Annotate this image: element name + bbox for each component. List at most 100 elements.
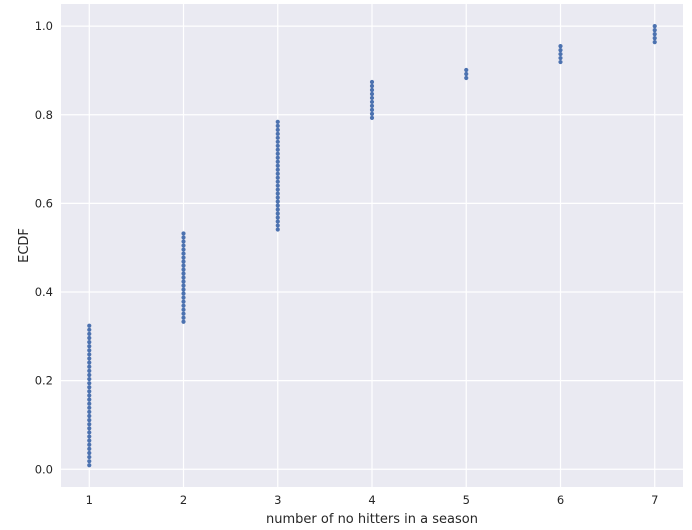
ecdf-point [369, 87, 375, 93]
ecdf-point [652, 36, 657, 41]
ecdf-point [87, 340, 92, 345]
ecdf-point [275, 171, 280, 176]
ecdf-point [181, 251, 186, 256]
ecdf-point [181, 271, 186, 276]
ecdf-point [87, 430, 92, 435]
ecdf-point [652, 40, 657, 45]
ecdf-point [87, 450, 92, 456]
ecdf-point [275, 219, 280, 224]
ecdf-point [87, 368, 92, 373]
ecdf-point [87, 376, 92, 382]
ecdf-point [369, 107, 375, 113]
ecdf-point [275, 215, 280, 220]
ecdf-point [558, 43, 563, 49]
ecdf-point [275, 223, 280, 228]
data-points [87, 24, 657, 468]
ecdf-point [275, 199, 280, 204]
y-axis-ticks: 0.0 0.2 0.4 0.6 0.8 1.0 [35, 19, 53, 476]
ecdf-point [87, 405, 92, 410]
y-tick-label: 1.0 [35, 19, 53, 33]
ecdf-point [181, 307, 186, 312]
ecdf-point [87, 446, 92, 451]
x-tick-label: 2 [180, 493, 187, 507]
ecdf-point [87, 389, 92, 394]
ecdf-point [181, 235, 186, 240]
ecdf-point [87, 413, 92, 419]
ecdf-point [181, 255, 186, 260]
ecdf-point [181, 275, 186, 280]
x-tick-label: 3 [274, 493, 281, 507]
ecdf-point [181, 291, 186, 296]
ecdf-point [275, 179, 280, 184]
ecdf-point [558, 51, 563, 57]
ecdf-point [652, 32, 657, 37]
ecdf-point [558, 59, 563, 65]
x-tick-label: 6 [557, 493, 564, 507]
ecdf-point [275, 191, 280, 196]
ecdf-point [275, 163, 280, 168]
ecdf-point [275, 195, 280, 200]
ecdf-point [275, 139, 280, 144]
y-tick-label: 0.4 [35, 285, 53, 299]
ecdf-point [369, 79, 375, 85]
y-axis-label: ECDF [17, 228, 32, 263]
ecdf-point [181, 247, 186, 252]
ecdf-point [464, 67, 469, 73]
x-tick-label: 4 [368, 493, 375, 507]
ecdf-point [87, 381, 92, 386]
ecdf-point [181, 315, 186, 320]
ecdf-point [181, 239, 186, 244]
ecdf-point [87, 454, 92, 460]
ecdf-point [558, 55, 563, 61]
ecdf-point [275, 187, 280, 192]
ecdf-point [369, 115, 375, 120]
ecdf-point [87, 418, 92, 423]
ecdf-point [87, 409, 92, 415]
ecdf-point [181, 279, 186, 284]
ecdf-point [181, 295, 186, 300]
x-axis-ticks: 1 2 3 4 5 6 7 [86, 493, 659, 507]
ecdf-point [558, 47, 563, 53]
ecdf-point [652, 24, 657, 29]
ecdf-point [181, 283, 186, 288]
ecdf-point [275, 211, 280, 216]
ecdf-point [181, 267, 186, 272]
ecdf-point [275, 131, 280, 136]
x-axis-label: number of no hitters in a season [266, 512, 478, 527]
ecdf-point [87, 348, 92, 353]
ecdf-point [652, 28, 657, 33]
ecdf-point [87, 364, 92, 369]
x-tick-label: 1 [86, 493, 93, 507]
ecdf-point [275, 119, 280, 124]
ecdf-point [275, 203, 280, 208]
ecdf-point [181, 319, 186, 324]
ecdf-point [181, 299, 186, 304]
ecdf-point [181, 287, 186, 292]
ecdf-point [181, 303, 186, 308]
ecdf-point [87, 426, 92, 431]
ecdf-point [87, 323, 92, 328]
y-tick-label: 0.2 [35, 374, 53, 388]
ecdf-point [87, 397, 92, 402]
ecdf-point [275, 227, 280, 232]
ecdf-point [464, 75, 469, 81]
ecdf-point [87, 344, 92, 349]
ecdf-point [181, 243, 186, 248]
ecdf-point [87, 393, 92, 398]
ecdf-point [275, 143, 280, 148]
ecdf-point [369, 91, 375, 97]
ecdf-point [275, 151, 280, 156]
ecdf-point [87, 442, 92, 447]
ecdf-point [369, 111, 375, 116]
ecdf-point [87, 327, 92, 332]
ecdf-point [369, 95, 375, 101]
x-tick-label: 7 [651, 493, 658, 507]
ecdf-point [87, 422, 92, 427]
x-tick-label: 5 [463, 493, 470, 507]
ecdf-point [87, 401, 92, 406]
ecdf-point [275, 175, 280, 180]
ecdf-point [275, 207, 280, 212]
ecdf-point [87, 434, 92, 439]
ecdf-point [181, 259, 186, 264]
